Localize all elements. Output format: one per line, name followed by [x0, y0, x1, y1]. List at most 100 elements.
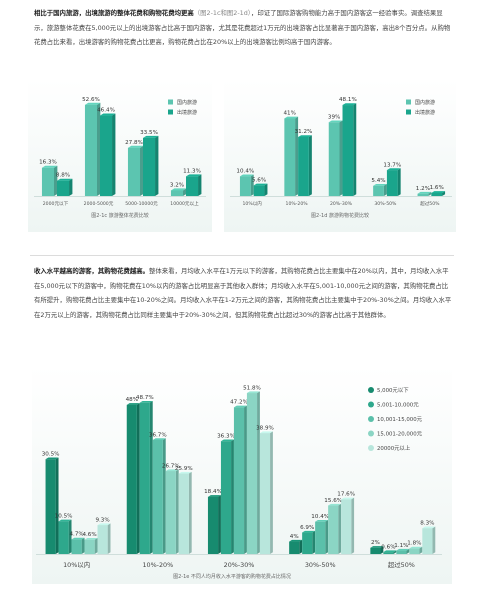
chart-1e-value-label-4-1: 0.6%	[381, 544, 395, 550]
chart-1e-legend-label-0: 5,000元以下	[377, 387, 409, 394]
chart-1c-value-label-2-0: 27.8%	[125, 140, 143, 146]
chart-1e-bar-4-0	[370, 547, 381, 554]
chart-1e-bar-side-0-1	[68, 519, 72, 554]
chart-1e-bar-side-2-3	[257, 391, 260, 554]
chart-1e-value-label-2-1: 36.3%	[217, 434, 235, 440]
chart-1e-bar-top-3-2	[315, 519, 329, 522]
chart-1e-bar-top-3-4	[341, 497, 355, 500]
chart-1e-bar-side-1-3	[175, 469, 179, 554]
chart-1d-bar-top-3-1	[386, 168, 401, 171]
chart-1d-category-label-3: 30%-50%	[374, 201, 397, 207]
chart-1e-category-label-2: 20%-30%	[224, 561, 255, 569]
chart-1d-svg: 10.4% 5.6% 10%以内 41% 31.2% 10%-20% 39% 48.1% 20%…	[230, 97, 452, 219]
chart-1c-svg: 16.3% 8.8% 2000元以下 52.6% 46.4% 2000-5000元 27.8…	[34, 97, 206, 219]
chart-1c-bar-side-3-0	[182, 188, 187, 196]
chart-1e-bar-top-2-1	[220, 439, 234, 442]
chart-1e-value-label-3-4: 17.6%	[337, 492, 355, 498]
chart-1d-bar-side-3-0	[383, 183, 387, 196]
chart-1e-bar-side-4-2	[406, 548, 410, 554]
chart-1e-value-label-4-0: 2%	[371, 540, 380, 546]
chart-1e-bar-top-4-1	[383, 550, 397, 553]
chart-1c-bar-top-0-1	[57, 178, 73, 181]
chart-1e-bar-top-0-0	[45, 457, 59, 460]
chart-1d-caption: 图2-1d 旅游购物花费比较	[311, 212, 369, 219]
chart-1c-bar-side-1-0	[96, 102, 101, 196]
chart-1e-value-label-0-4: 9.3%	[95, 517, 109, 523]
chart-1d-bar-3-1	[386, 170, 398, 196]
chart-1e-value-label-1-1: 48.7%	[136, 395, 154, 401]
chart-1e-bar-top-4-0	[370, 546, 384, 548]
chart-1d-category-label-4: 超过50%	[420, 200, 440, 207]
chart-1d-value-label-4-1: 1.6%	[430, 185, 444, 191]
chart-1e-bar-top-1-2	[152, 438, 166, 440]
chart-1e-bar-top-3-0	[289, 539, 303, 542]
chart-1e-bar-side-2-4	[270, 431, 273, 554]
chart-panel-1d: 10.4% 5.6% 10%以内 41% 31.2% 10%-20% 39% 48.1% 20%…	[224, 80, 456, 232]
chart-1d-bar-side-1-1	[308, 135, 312, 196]
chart-1e-legend-label-4: 20000元以上	[377, 444, 411, 452]
income-bold: 收入水平越高的游客，其购物花费越高。	[34, 267, 150, 275]
chart-1d-bar-4-1	[431, 192, 443, 196]
chart-1e-bar-0-0	[45, 459, 56, 554]
intro-paragraph: 相比于国内旅游，出境旅游的整体花费和购物花费均更高（图2-1c和图2-1d），印…	[34, 6, 454, 50]
chart-1e-bar-side-4-4	[432, 526, 436, 554]
chart-1e-bar-1-4	[178, 473, 189, 554]
chart-1c-bar-top-1-1	[100, 113, 116, 116]
chart-1e-value-label-4-4: 8.3%	[420, 521, 434, 527]
chart-1c-category-label-2: 5000-10000元	[125, 201, 158, 207]
chart-1e-value-label-4-2: 1.1%	[394, 543, 408, 549]
chart-1c-bar-top-2-1	[143, 135, 159, 138]
chart-1e-bar-side-3-0	[299, 539, 303, 554]
chart-1d-bar-top-1-1	[298, 135, 312, 138]
chart-1c-bar-0-1	[57, 180, 70, 196]
chart-1d-bar-top-4-0	[417, 191, 432, 194]
chart-1e-value-label-0-1: 10.5%	[55, 514, 73, 520]
chart-1e-bar-top-4-3	[409, 546, 423, 549]
chart-1e-bar-4-2	[396, 550, 407, 554]
chart-1e-category-label-0: 10%以内	[63, 560, 90, 569]
chart-1d-value-label-0-0: 10.4%	[236, 169, 254, 175]
chart-1e-bar-side-1-4	[188, 471, 192, 554]
chart-1e-value-label-2-2: 47.2%	[230, 400, 248, 406]
chart-1e-bar-1-3	[165, 471, 176, 554]
chart-panel-1c: 16.3% 8.8% 2000元以下 52.6% 46.4% 2000-5000元 27.8…	[28, 80, 212, 232]
chart-1e-bar-0-1	[58, 521, 69, 554]
chart-1d-value-label-2-1: 48.1%	[339, 97, 357, 103]
chart-1e-value-label-3-2: 10.4%	[311, 514, 329, 520]
chart-1e-value-label-2-0: 18.4%	[204, 489, 222, 495]
chart-1e-legend-label-3: 15,001-20,000元	[377, 431, 423, 438]
chart-1e-bar-side-3-3	[338, 503, 342, 554]
chart-1e-bar-top-2-4	[259, 431, 273, 434]
chart-1c-bar-side-2-0	[139, 145, 144, 196]
chart-1e-bar-side-3-2	[325, 519, 329, 554]
chart-1e-bar-3-2	[315, 521, 326, 554]
chart-1e-bar-1-0	[126, 404, 137, 554]
chart-1e-caption: 图2-1e 不同人均月收入水平游客的购物花费占比情况	[173, 573, 291, 580]
chart-1d-bar-side-3-1	[397, 168, 401, 196]
chart-1e-bar-4-3	[409, 548, 420, 554]
chart-1e-bar-side-0-2	[81, 537, 85, 554]
chart-1e-bar-side-2-2	[244, 405, 247, 554]
chart-1d-bar-0-1	[253, 185, 265, 196]
chart-1c-bar-top-3-0	[170, 188, 187, 191]
chart-1d-category-label-2: 20%-30%	[330, 201, 353, 207]
chart-1c-value-label-3-1: 11.3%	[183, 168, 201, 174]
chart-1d-bar-top-2-0	[328, 120, 343, 123]
chart-1d-value-label-2-0: 39%	[328, 114, 340, 120]
chart-1e-bar-side-0-4	[107, 523, 111, 554]
chart-1e-legend-swatch-4	[368, 445, 374, 451]
chart-1d-value-label-1-0: 41%	[283, 111, 295, 117]
chart-1e-bar-top-1-3	[165, 469, 179, 472]
chart-1e-value-label-1-2: 36.7%	[149, 432, 167, 438]
chart-1c-bar-top-0-0	[41, 165, 58, 168]
chart-1c-bar-top-1-0	[84, 102, 101, 105]
chart-panel-1e: 30.5% 10.5% 4.7% 4.6% 9.3% 10%以内 48% 48.7% 36.7%…	[32, 366, 452, 584]
chart-1e-bar-side-0-0	[55, 457, 59, 554]
chart-1d-bar-top-2-1	[342, 103, 357, 106]
chart-1e-bar-side-0-3	[94, 538, 98, 554]
chart-1e-bar-top-3-1	[302, 530, 316, 533]
chart-1d-bar-side-2-0	[339, 120, 343, 196]
chart-1d-category-label-1: 10%-20%	[286, 201, 309, 207]
chart-1c-bar-3-0	[170, 190, 183, 196]
chart-1e-value-label-1-0: 48%	[126, 397, 138, 403]
